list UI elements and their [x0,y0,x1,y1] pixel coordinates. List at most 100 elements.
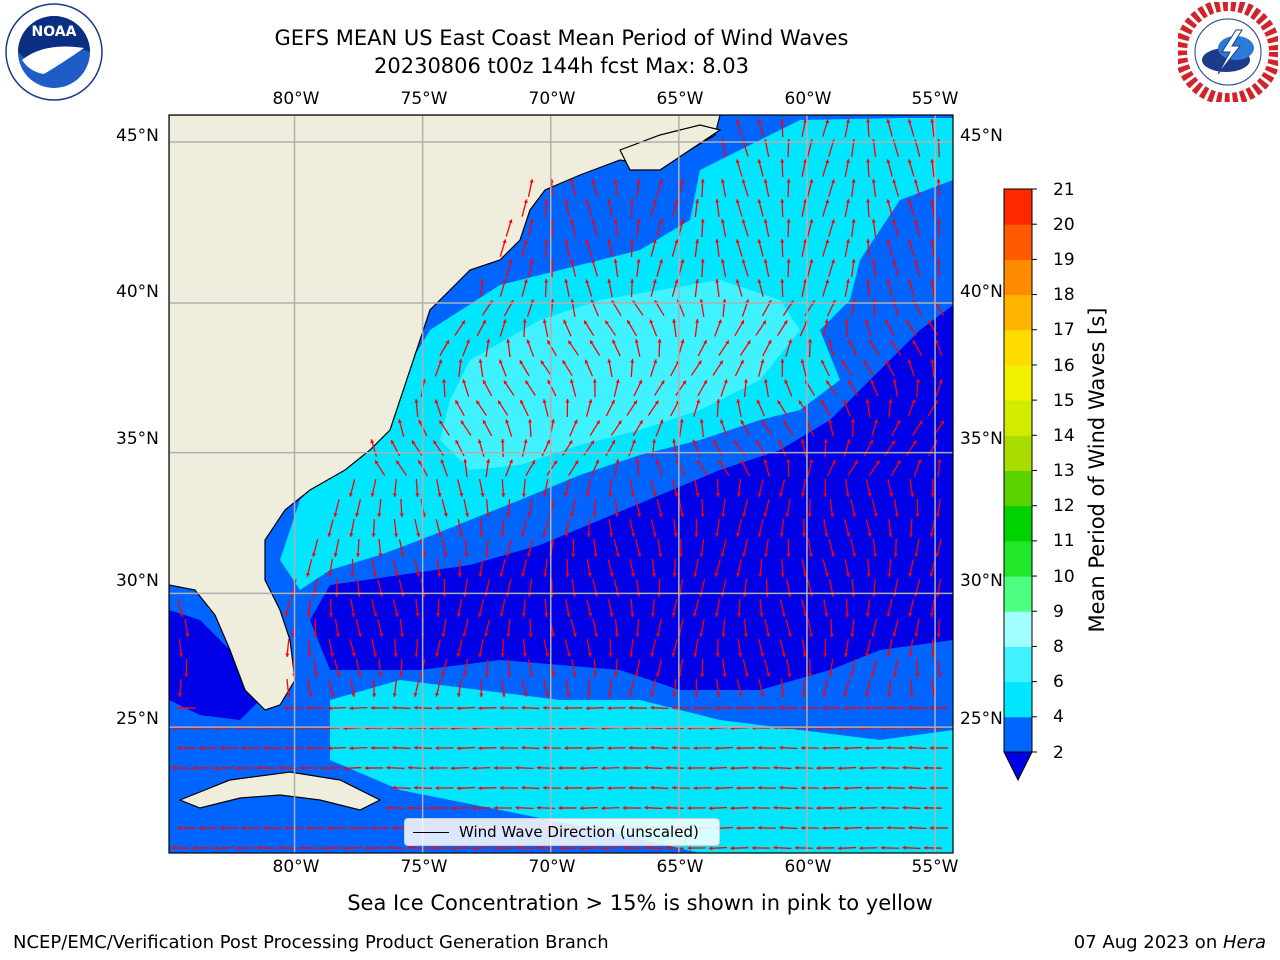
wind-wave-arrow [564,706,583,711]
lon-label-top: 55°W [911,89,959,109]
wind-wave-arrow [439,339,450,357]
wind-wave-arrow [564,239,570,257]
wind-wave-arrow [757,519,764,537]
wind-wave-arrow [579,766,598,771]
wind-wave-arrow [678,538,684,558]
wind-wave-arrow [350,599,356,617]
wind-wave-arrow [570,299,576,317]
wind-wave-arrow [372,678,377,698]
wind-wave-arrow [613,379,620,397]
wind-wave-arrow [626,400,638,416]
colorbar-tick: 9 [1053,602,1064,622]
wind-wave-arrow [872,538,878,558]
wind-wave-arrow [844,199,850,217]
wind-wave-arrow [589,420,601,436]
wind-wave-arrow [890,340,902,356]
wind-wave-arrow [808,338,813,358]
wind-wave-arrow [655,459,663,477]
wind-wave-arrow [484,658,490,678]
wind-wave-arrow [800,705,819,710]
wind-wave-arrow [241,745,260,751]
wind-wave-arrow [763,219,770,237]
wind-wave-arrow [886,599,893,617]
wind-wave-arrow [515,765,534,770]
wind-wave-arrow [327,706,346,711]
wind-wave-arrow [462,659,469,677]
wind-wave-arrow [847,379,859,397]
wind-wave-arrow [544,198,549,218]
wind-wave-arrow [693,786,712,791]
wind-wave-arrow [751,805,770,810]
wind-wave-arrow [630,238,635,258]
wind-wave-arrow [693,559,699,577]
wind-wave-arrow [570,179,577,197]
wind-wave-arrow [456,599,463,617]
chart-title: GEFS MEAN US East Coast Mean Period of W… [274,26,849,50]
lat-label-right: 30°N [960,571,1003,591]
wind-wave-arrow [630,598,635,618]
wind-wave-arrow [785,339,792,357]
wind-wave-arrow [866,238,871,258]
wind-wave-arrow [584,359,594,377]
wind-wave-arrow [525,459,536,477]
wind-wave-arrow [355,659,362,677]
wind-wave-arrow [678,499,684,517]
colorbar-segment [1004,259,1032,296]
wind-wave-arrow [715,679,721,697]
wind-wave-arrow [333,539,340,557]
wind-wave-arrow [844,559,851,577]
wind-wave-arrow [743,378,748,398]
wind-wave-arrow [892,379,899,397]
wind-wave-arrow [541,439,551,457]
wind-wave-arrow [929,745,948,751]
wind-wave-arrow [929,785,948,791]
wave-period-band-south [330,680,953,853]
wind-wave-arrow [742,499,749,517]
wind-wave-arrow [687,846,706,851]
wind-wave-arrow [820,359,830,377]
wind-wave-arrow [650,279,657,297]
land-mass [169,115,721,711]
wind-wave-arrow [601,806,620,811]
wind-wave-arrow [542,705,561,710]
colorbar-segment [1004,505,1032,542]
wind-wave-arrow [478,639,484,657]
wind-wave-arrow [592,378,597,398]
wind-wave-arrow [263,825,282,830]
wind-wave-arrow [505,539,512,557]
wind-wave-arrow [177,678,183,698]
lat-label-right: 25°N [960,709,1003,729]
wind-wave-arrow [907,199,915,217]
wind-wave-arrow [708,766,727,771]
wind-wave-arrow [844,159,850,177]
wind-wave-arrow [649,319,658,337]
wind-wave-arrow [372,558,377,578]
wind-wave-arrow [801,279,808,297]
wind-wave-arrow [626,319,638,337]
wind-wave-arrow [672,318,677,338]
wind-wave-arrow [435,479,442,497]
wind-wave-arrow [886,279,893,297]
wind-wave-arrow [914,539,920,557]
wind-wave-arrow [720,219,727,237]
wind-wave-arrow [565,679,571,697]
wind-wave-arrow [886,825,905,830]
wind-wave-arrow [613,539,620,557]
wind-wave-arrow [392,678,398,698]
wind-wave-arrow [370,745,389,751]
wind-wave-arrow [807,539,813,557]
wind-wave-arrow [907,119,915,137]
wind-wave-arrow [350,558,355,578]
colorbar-segment [1004,189,1032,225]
wind-wave-arrow [849,659,856,677]
wind-wave-arrow [843,439,851,457]
wind-wave-arrow [484,619,491,637]
wind-wave-arrow [585,479,592,497]
footer-host: Hera [1222,932,1266,953]
wind-wave-arrow [564,199,570,217]
wind-wave-arrow [880,765,899,770]
wind-wave-arrow [888,518,893,538]
wind-wave-arrow [477,439,485,457]
wind-wave-arrow [542,519,549,537]
wind-wave-arrow [610,420,623,436]
